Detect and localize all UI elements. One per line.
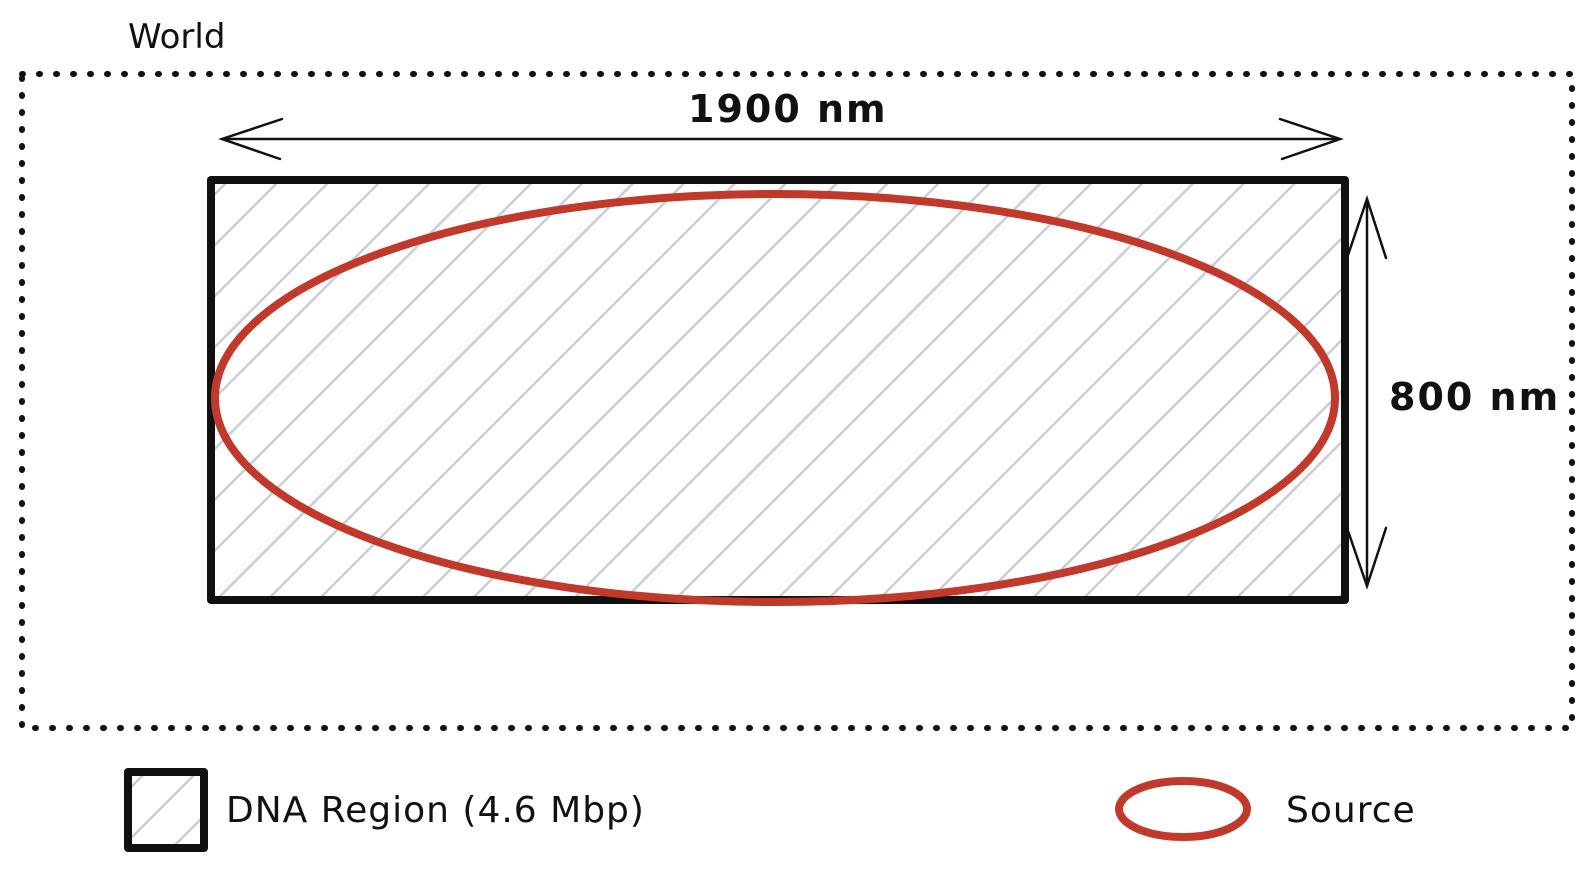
- world-boundary: [19, 71, 1575, 731]
- legend-dna-label: DNA Region (4.6 Mbp): [226, 790, 645, 831]
- legend-source-swatch: [1115, 777, 1251, 841]
- source-ellipse: [211, 190, 1339, 606]
- height-label: 800 nm: [1389, 375, 1560, 419]
- world-label: World: [128, 17, 225, 57]
- legend-source-label: Source: [1286, 790, 1416, 831]
- width-dimension-arrow: [218, 117, 1344, 161]
- height-dimension-arrow: [1345, 195, 1388, 590]
- legend-dna-swatch: [124, 768, 208, 852]
- width-label: 1900 nm: [688, 87, 888, 131]
